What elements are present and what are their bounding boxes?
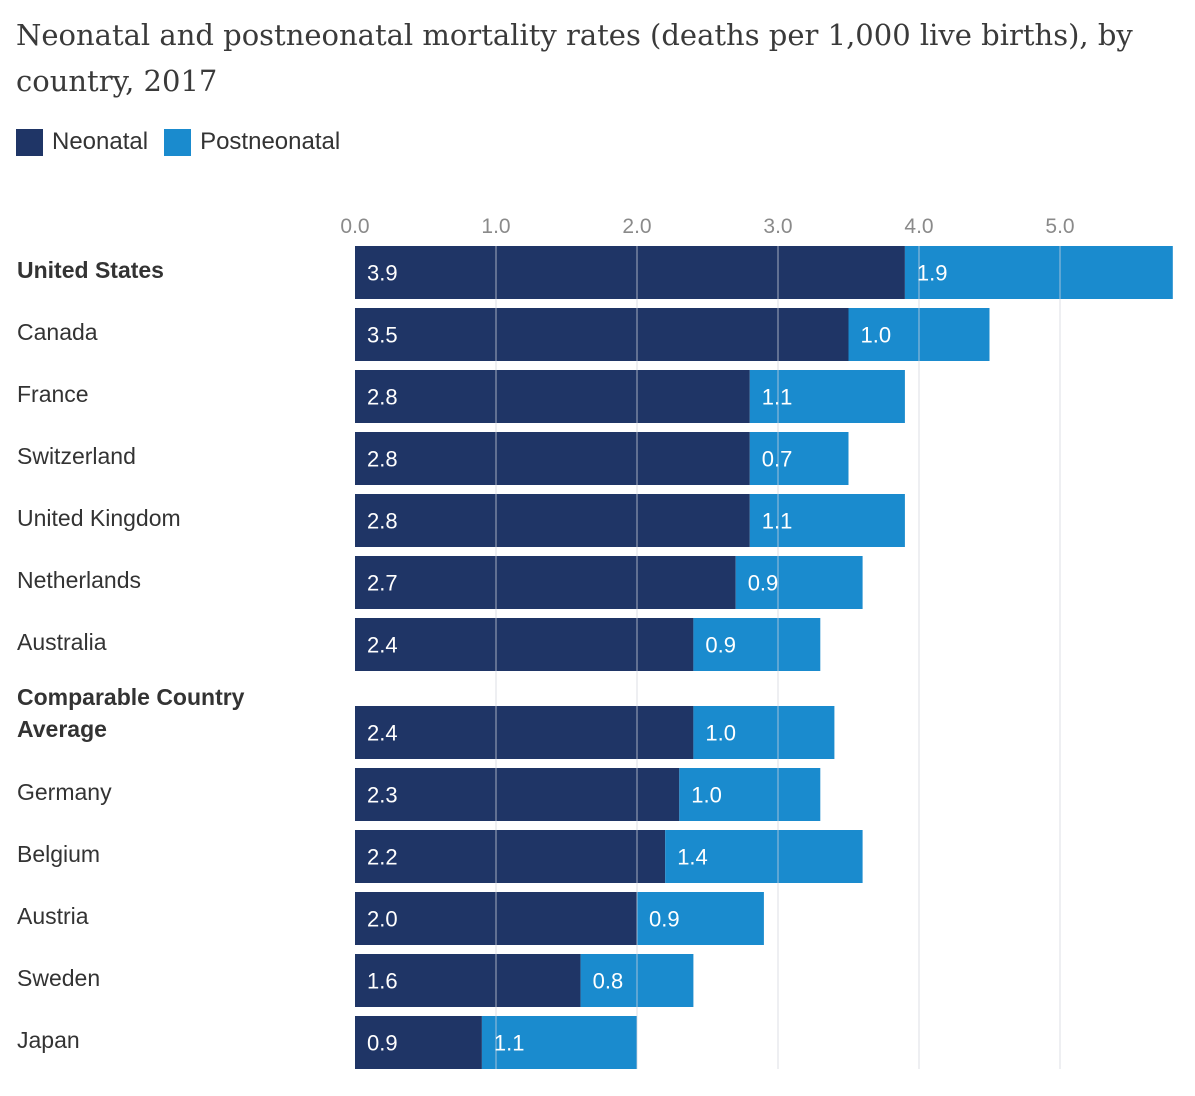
category-label: Netherlands <box>17 567 141 593</box>
data-label-postneonatal: 1.0 <box>861 323 892 348</box>
category-label: Switzerland <box>17 443 136 469</box>
data-label-neonatal: 2.7 <box>367 571 398 596</box>
category-label: France <box>17 381 89 407</box>
bar-neonatal <box>355 706 694 759</box>
category-label: Average <box>17 716 107 742</box>
category-label: Japan <box>17 1027 80 1053</box>
x-tick-label: 3.0 <box>763 215 792 238</box>
data-label-postneonatal: 1.1 <box>762 385 793 410</box>
bar-postneonatal <box>693 618 821 671</box>
bar-neonatal <box>355 768 680 821</box>
legend-swatch-neonatal <box>16 128 43 156</box>
data-label-neonatal: 2.2 <box>367 845 398 870</box>
category-label: United Kingdom <box>17 505 181 531</box>
data-label-neonatal: 2.4 <box>367 633 398 658</box>
bar-neonatal <box>355 246 905 299</box>
data-label-postneonatal: 1.0 <box>691 783 722 808</box>
data-label-neonatal: 2.4 <box>367 721 398 746</box>
category-label: Germany <box>17 779 112 805</box>
bar-postneonatal <box>481 1016 637 1069</box>
category-label: Belgium <box>17 841 100 867</box>
legend-label-neonatal: Neonatal <box>52 128 149 155</box>
legend-swatch-postneonatal <box>164 128 192 156</box>
bar-postneonatal <box>665 830 863 883</box>
legend-item-neonatal: Neonatal <box>16 128 148 156</box>
data-label-postneonatal: 0.9 <box>748 571 779 596</box>
category-label: Canada <box>17 319 98 345</box>
data-label-postneonatal: 1.4 <box>677 845 708 870</box>
data-label-postneonatal: 0.9 <box>705 633 736 658</box>
bar-neonatal <box>355 308 849 361</box>
data-label-neonatal: 3.5 <box>367 323 398 348</box>
bar-postneonatal <box>693 706 835 759</box>
bar-postneonatal <box>679 768 821 821</box>
x-tick-label: 4.0 <box>904 215 933 238</box>
data-label-neonatal: 2.8 <box>367 385 398 410</box>
data-label-neonatal: 2.8 <box>367 447 398 472</box>
data-label-neonatal: 0.9 <box>367 1031 398 1056</box>
bar-postneonatal <box>749 370 905 423</box>
bar-neonatal <box>355 556 736 609</box>
bar-postneonatal <box>749 432 849 485</box>
data-label-neonatal: 1.6 <box>367 969 398 994</box>
x-tick-label: 0.0 <box>340 215 369 238</box>
bar-neonatal <box>355 618 694 671</box>
bar-neonatal <box>355 370 750 423</box>
bar-neonatal <box>355 494 750 547</box>
category-label: Australia <box>17 629 107 655</box>
gridlines-group <box>495 246 1061 1069</box>
x-tick-label: 5.0 <box>1045 215 1074 238</box>
category-label: United States <box>17 257 164 283</box>
data-label-neonatal: 2.3 <box>367 783 398 808</box>
x-tick-label: 2.0 <box>622 215 651 238</box>
data-label-neonatal: 2.8 <box>367 509 398 534</box>
data-label-postneonatal: 1.9 <box>917 261 948 286</box>
category-label: Sweden <box>17 965 100 991</box>
data-label-postneonatal: 0.7 <box>762 447 793 472</box>
bar-neonatal <box>355 432 750 485</box>
bar-neonatal <box>355 830 666 883</box>
data-label-postneonatal: 0.8 <box>593 969 624 994</box>
data-label-neonatal: 3.9 <box>367 261 398 286</box>
data-label-neonatal: 2.0 <box>367 907 398 932</box>
bar-postneonatal <box>735 556 863 609</box>
bar-postneonatal <box>637 892 764 945</box>
legend: Neonatal Postneonatal <box>16 128 356 156</box>
chart-title: Neonatal and postneonatal mortality rate… <box>16 18 1133 98</box>
labels-group: 0.0 1.0 2.0 3.0 4.0 5.0 3.9 1.9 United States 3.5… <box>17 215 1075 1056</box>
bars-group <box>355 246 1173 1069</box>
bar-postneonatal <box>749 494 905 547</box>
legend-item-postneonatal: Postneonatal <box>164 128 340 156</box>
data-label-postneonatal: 1.0 <box>705 721 736 746</box>
bar-neonatal <box>355 1016 482 1069</box>
data-label-postneonatal: 1.1 <box>494 1031 525 1056</box>
category-label: Austria <box>17 903 89 929</box>
data-label-postneonatal: 1.1 <box>762 509 793 534</box>
data-label-postneonatal: 0.9 <box>649 907 680 932</box>
bar-postneonatal <box>904 246 1173 299</box>
bar-neonatal <box>355 954 581 1007</box>
legend-label-postneonatal: Postneonatal <box>200 128 341 155</box>
x-tick-label: 1.0 <box>481 215 510 238</box>
category-label: Comparable Country <box>17 684 245 710</box>
